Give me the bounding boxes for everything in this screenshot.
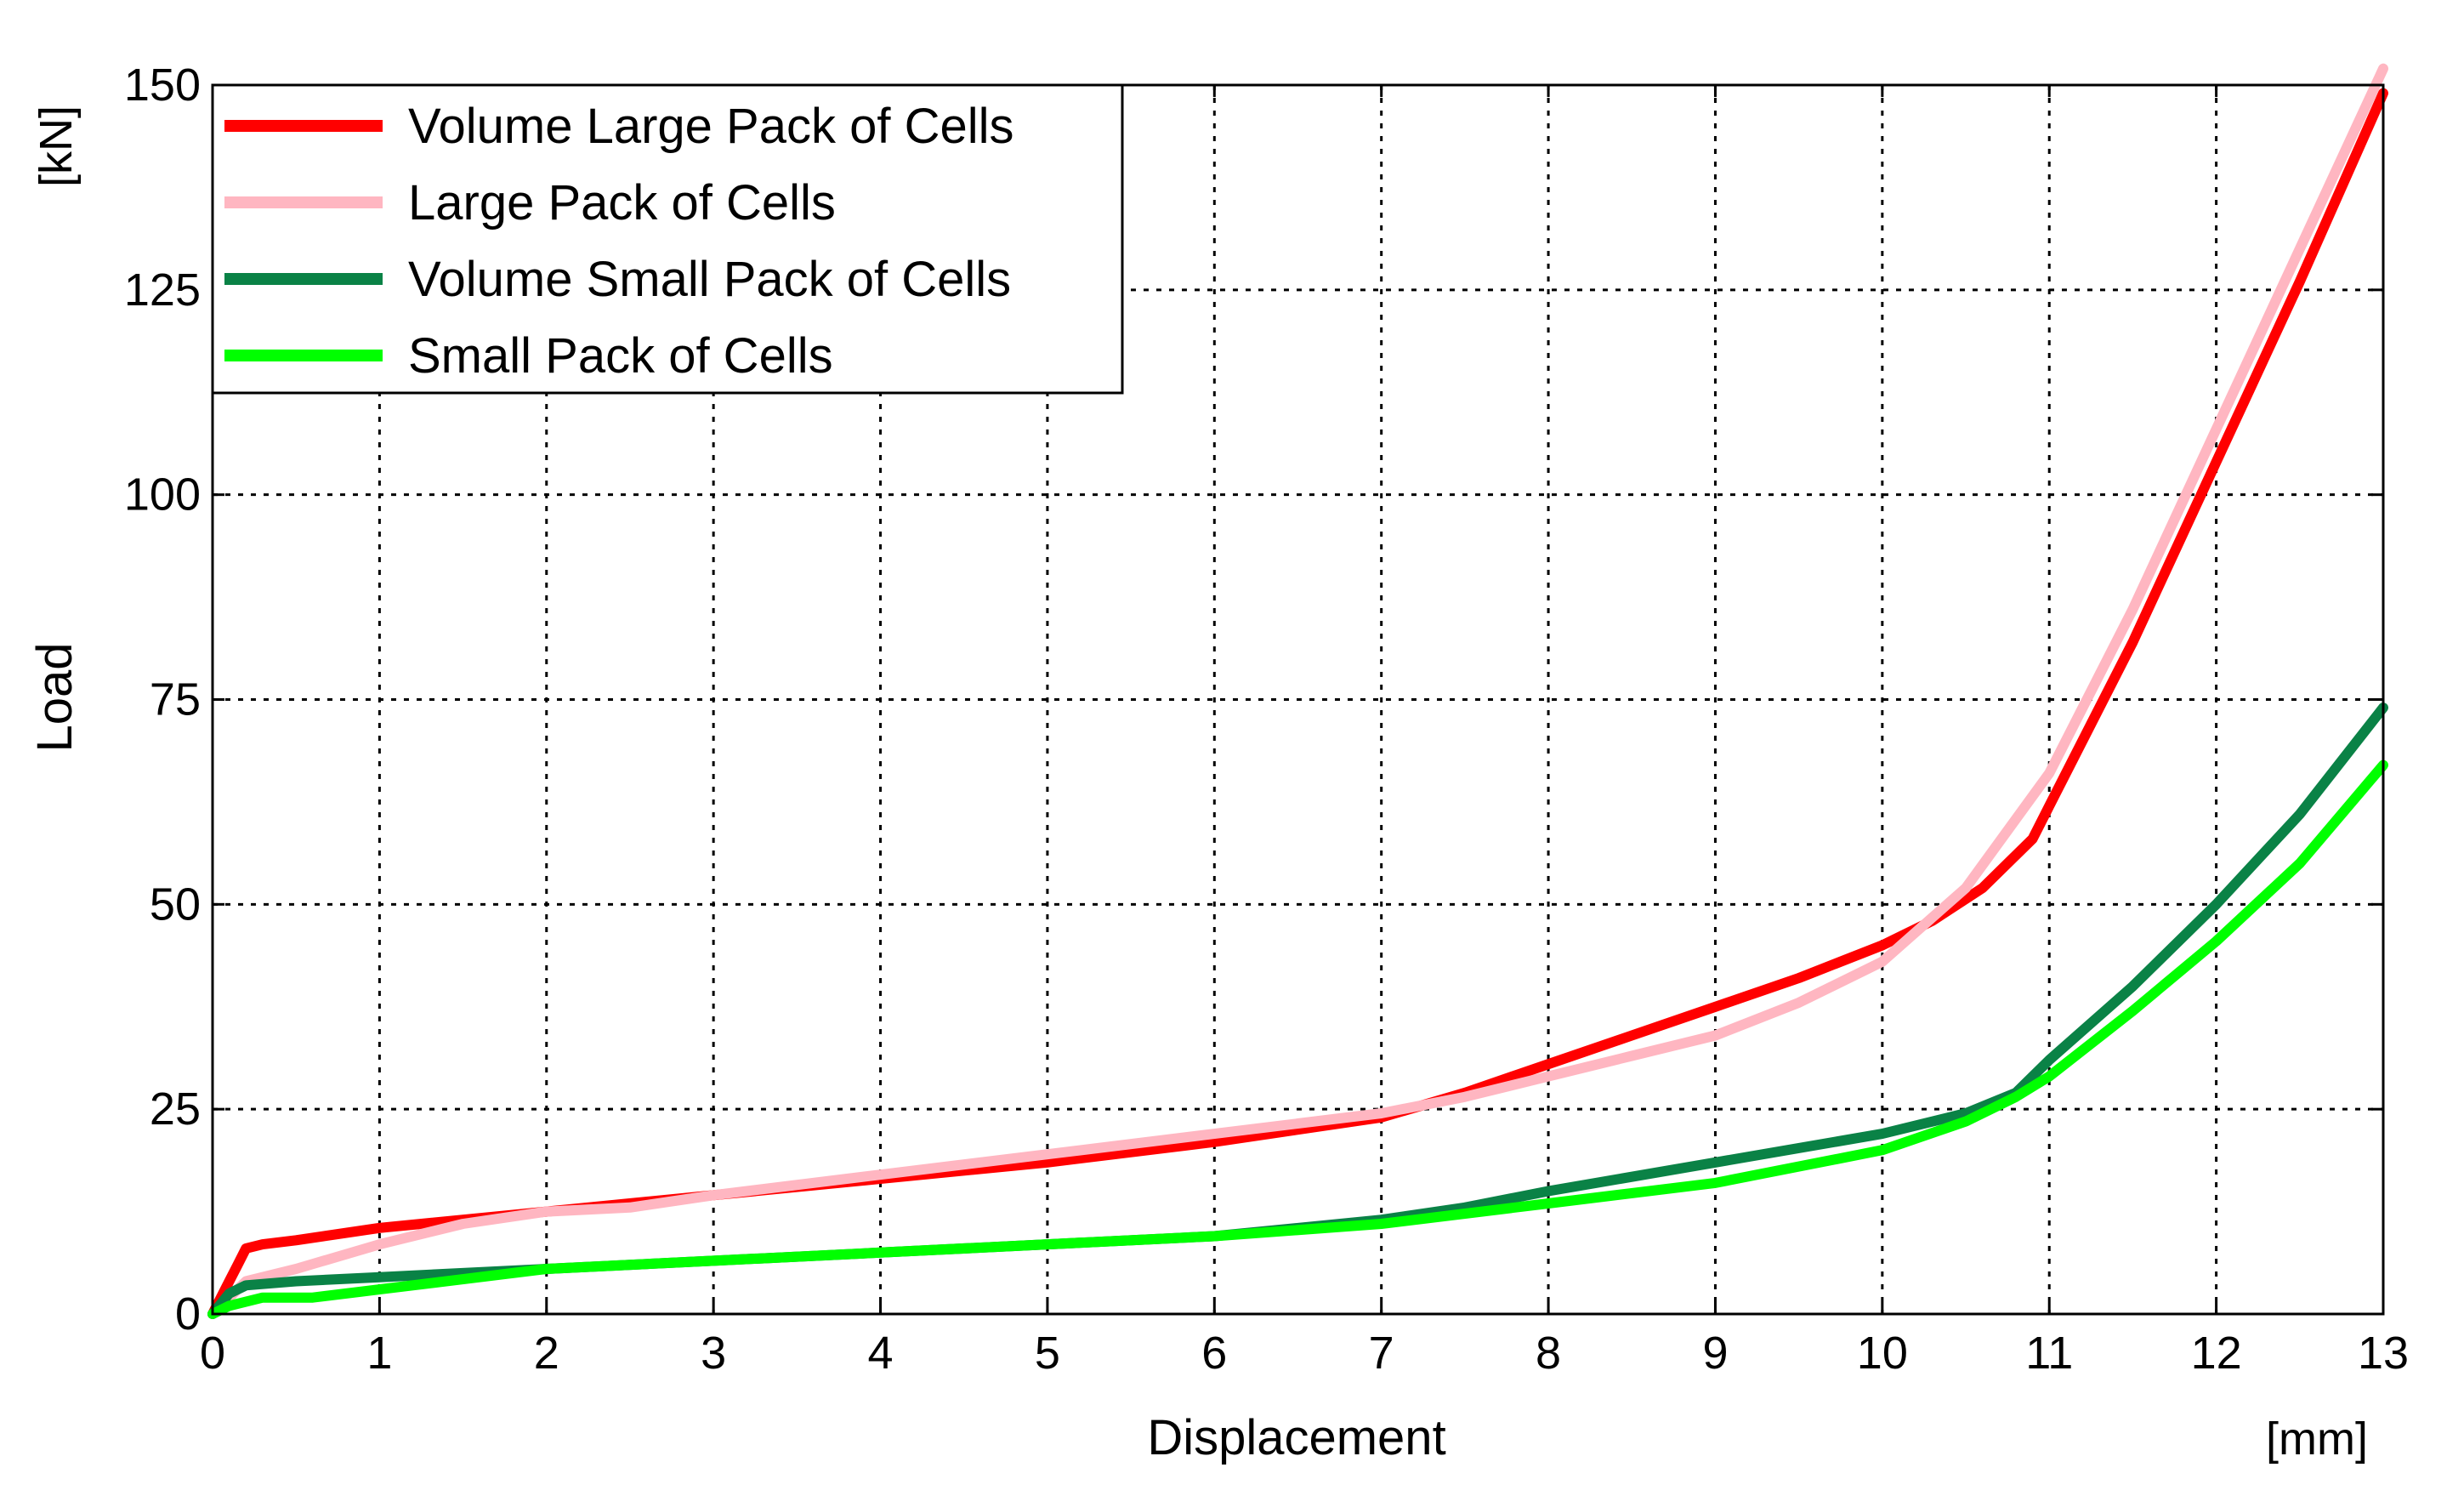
y-axis-title: Load <box>27 642 82 752</box>
x-tick-label-12: 12 <box>2191 1328 2242 1379</box>
series-line-large-pack-of-cells <box>207 63 2388 1319</box>
y-tick-label-50: 50 <box>150 879 201 930</box>
legend: Volume Large Pack of Cells Large Pack of … <box>211 83 1124 395</box>
x-tick-label-1: 1 <box>366 1328 392 1379</box>
x-tick-label-2: 2 <box>534 1328 559 1379</box>
series-group <box>207 63 2388 1319</box>
x-tick-label-0: 0 <box>200 1328 225 1379</box>
x-tick-label-7: 7 <box>1369 1328 1394 1379</box>
x-tick-label-13: 13 <box>2358 1328 2409 1379</box>
x-tick-label-10: 10 <box>1857 1328 1908 1379</box>
legend-box <box>211 83 1124 395</box>
legend-label-volume-small-pack-of-cells: Volume Small Pack of Cells <box>408 252 1011 307</box>
y-tick-label-0: 0 <box>175 1288 201 1340</box>
legend-items: Volume Large Pack of Cells Large Pack of … <box>224 99 1013 384</box>
legend-label-volume-large-pack-of-cells: Volume Large Pack of Cells <box>408 99 1013 154</box>
y-tick-label-100: 100 <box>124 469 201 520</box>
y-tick-label-75: 75 <box>150 674 201 725</box>
x-tick-label-11: 11 <box>2025 1328 2073 1379</box>
x-tick-label-4: 4 <box>868 1328 894 1379</box>
x-tick-label-5: 5 <box>1035 1328 1060 1379</box>
y-axis-unit: [kN] <box>31 105 82 187</box>
y-tick-label-125: 125 <box>124 265 201 316</box>
x-axis-title: Displacement <box>1147 1410 1445 1465</box>
series-line-small-pack-of-cells <box>207 759 2388 1319</box>
y-tick-label-25: 25 <box>150 1084 201 1135</box>
x-tick-label-6: 6 <box>1201 1328 1227 1379</box>
x-axis-unit: [mm] <box>2266 1414 2368 1465</box>
y-tick-label-150: 150 <box>124 60 201 111</box>
x-tick-label-9: 9 <box>1702 1328 1728 1379</box>
legend-label-small-pack-of-cells: Small Pack of Cells <box>408 328 833 384</box>
legend-label-large-pack-of-cells: Large Pack of Cells <box>408 175 836 230</box>
x-tick-label-3: 3 <box>701 1328 726 1379</box>
x-tick-label-8: 8 <box>1536 1328 1561 1379</box>
